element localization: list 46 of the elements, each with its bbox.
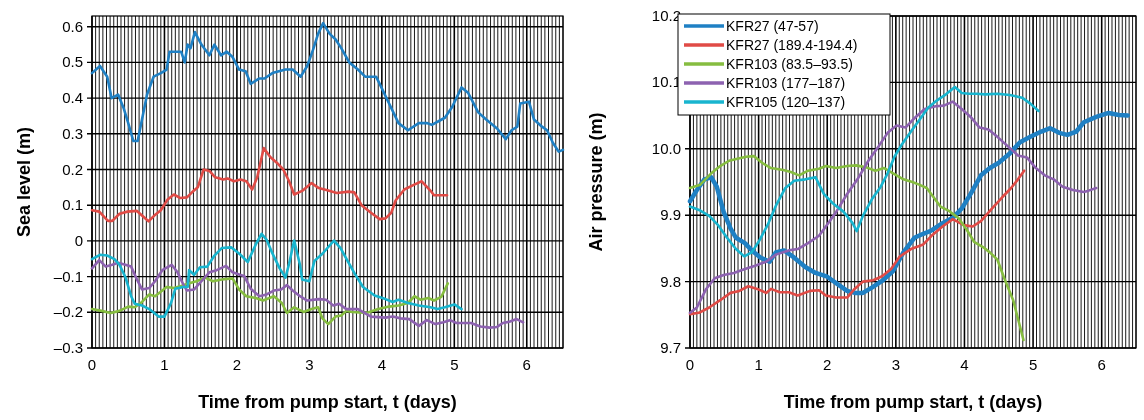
line-series bbox=[90, 276, 450, 326]
x-tick-label: 0 bbox=[685, 356, 695, 373]
x-axis-title: Time from pump start, t (days) bbox=[783, 392, 1043, 412]
x-tick-label: 2 bbox=[232, 356, 242, 373]
legend-label: KFR105 (120–137) bbox=[726, 94, 846, 110]
x-tick-label: 6 bbox=[522, 356, 531, 373]
x-tick-label: 3 bbox=[305, 356, 314, 373]
y-tick-label: 0.5 bbox=[62, 53, 83, 71]
x-tick-label: 1 bbox=[754, 356, 763, 373]
y-tick-label: 0.3 bbox=[62, 124, 83, 142]
y-axis-title: Air pressure (m) bbox=[586, 112, 606, 252]
y-tick-label: –0.1 bbox=[53, 267, 83, 285]
y-tick-label: 0.4 bbox=[62, 89, 83, 107]
y-tick-label: 0.2 bbox=[62, 160, 83, 178]
x-tick-label: 1 bbox=[160, 356, 169, 373]
line-series bbox=[90, 258, 525, 329]
y-tick-label: 10.1 bbox=[651, 73, 681, 91]
line-series bbox=[90, 21, 565, 153]
line-series bbox=[687, 110, 1131, 296]
y-tick-label: 9.8 bbox=[660, 272, 681, 290]
y-tick-label: 9.9 bbox=[660, 206, 681, 224]
line-series bbox=[688, 169, 1026, 316]
y-tick-label: 10.0 bbox=[651, 139, 681, 157]
x-tick-label: 2 bbox=[823, 356, 832, 373]
y-tick-label: –0.3 bbox=[53, 339, 83, 356]
legend-label: KFR27 (47-57) bbox=[726, 18, 819, 34]
y-tick-label: –0.2 bbox=[53, 303, 83, 321]
y-tick-label: 0 bbox=[74, 231, 83, 249]
x-tick-label: 5 bbox=[1028, 356, 1038, 373]
x-tick-label: 5 bbox=[450, 356, 459, 373]
y-tick-label: 0.6 bbox=[62, 17, 83, 35]
legend-label: KFR27 (189.4-194.4) bbox=[726, 37, 858, 53]
x-tick-label: 6 bbox=[1097, 356, 1106, 373]
line-series bbox=[90, 232, 463, 318]
x-axis-title: Time from pump start, t (days) bbox=[198, 392, 457, 412]
legend-label: KFR103 (177–187) bbox=[726, 75, 846, 91]
y-axis-title: Sea level (m) bbox=[14, 126, 34, 238]
x-tick-label: 4 bbox=[960, 356, 969, 373]
line-series bbox=[688, 154, 1025, 342]
legend-label: KFR103 (83.5–93.5) bbox=[726, 56, 853, 72]
x-tick-label: 3 bbox=[891, 356, 901, 373]
line-series bbox=[90, 146, 449, 223]
y-tick-label: 9.7 bbox=[660, 339, 681, 356]
x-tick-label: 0 bbox=[87, 356, 97, 373]
x-tick-label: 4 bbox=[377, 356, 387, 373]
y-tick-label: 0.1 bbox=[62, 196, 83, 214]
